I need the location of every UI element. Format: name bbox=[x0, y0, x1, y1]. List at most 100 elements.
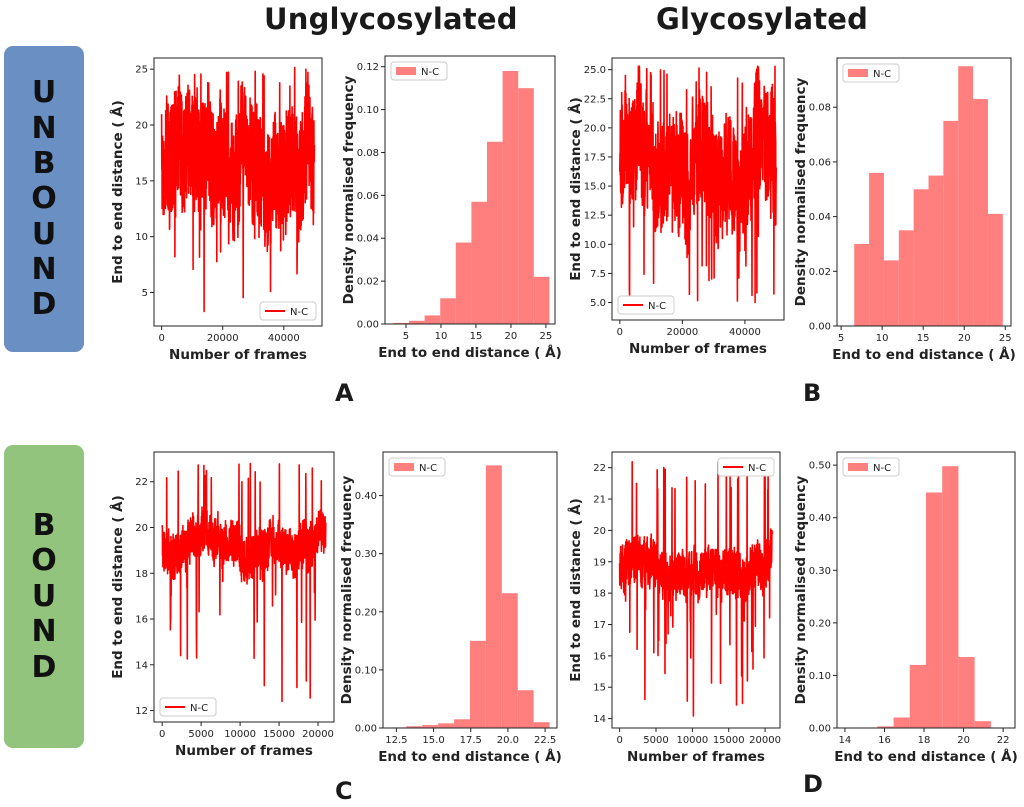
histogram-bar bbox=[438, 723, 455, 728]
x-tick-label: 25 bbox=[540, 331, 553, 342]
x-tick-label: 22 bbox=[997, 735, 1010, 746]
x-tick-label: 40000 bbox=[268, 333, 300, 344]
histogram-bar bbox=[958, 66, 974, 326]
plot-frame bbox=[382, 451, 558, 729]
x-axis-label: Number of frames bbox=[627, 749, 765, 765]
bound-label-letter: O bbox=[31, 543, 57, 579]
histogram-bar bbox=[928, 175, 944, 326]
plot-frame bbox=[611, 57, 785, 321]
y-tick-label: 0.00 bbox=[809, 322, 831, 333]
histogram-bar bbox=[485, 465, 502, 728]
legend-swatch bbox=[848, 463, 868, 471]
unbound-label-letter: B bbox=[32, 145, 56, 181]
plot-frame bbox=[836, 57, 1012, 327]
header-glycosylated: Glycosylated bbox=[656, 2, 869, 36]
y-tick-label: 17 bbox=[593, 620, 606, 631]
y-axis-label: Density normalised frequency bbox=[793, 77, 809, 306]
histogram-bar bbox=[877, 726, 894, 728]
y-tick-label: 0.08 bbox=[357, 148, 379, 159]
trace-line bbox=[161, 462, 327, 703]
plot-frame bbox=[153, 57, 323, 327]
x-axis-label: End to end distance ( Å) bbox=[378, 344, 562, 361]
y-axis-label: Density normalised frequency bbox=[341, 75, 357, 304]
histogram-bar bbox=[471, 201, 487, 324]
y-tick-label: 0.10 bbox=[357, 105, 379, 116]
y-tick-label: 18 bbox=[593, 589, 606, 600]
y-tick-label: 0.00 bbox=[357, 320, 379, 331]
trace-line bbox=[618, 460, 774, 717]
x-tick-label: 20.0 bbox=[497, 735, 519, 746]
y-tick-label: 0.20 bbox=[355, 607, 377, 618]
histogram-bar bbox=[455, 242, 472, 324]
y-tick-label: 10.0 bbox=[584, 240, 606, 251]
y-tick-label: 14 bbox=[135, 660, 148, 671]
x-tick-label: 17.5 bbox=[460, 735, 482, 746]
legend: N-C bbox=[159, 697, 217, 717]
panel-label-d: D bbox=[803, 770, 823, 798]
x-tick-label: 10 bbox=[876, 333, 889, 344]
x-tick-label: 0 bbox=[159, 729, 165, 740]
legend: N-C bbox=[390, 61, 448, 81]
unbound-label-letter: O bbox=[31, 181, 57, 217]
histogram-bar bbox=[854, 243, 870, 326]
y-tick-label: 16 bbox=[593, 651, 606, 662]
y-tick-label: 0.30 bbox=[809, 566, 831, 577]
x-tick-label: 22.5 bbox=[534, 735, 556, 746]
y-tick-label: 18 bbox=[135, 569, 148, 580]
y-axis-label: Density normalised frequency bbox=[793, 475, 809, 704]
x-tick-label: 20 bbox=[957, 735, 970, 746]
y-tick-label: 21 bbox=[593, 495, 606, 506]
chart-bound-unglycosylated-trace: 0 5000 10000 15000 20000 12 14 16 18 20 22 Number o… bbox=[109, 451, 335, 759]
x-tick-label: 0 bbox=[617, 327, 623, 338]
histogram-bar bbox=[942, 466, 959, 728]
y-tick-label: 25.0 bbox=[584, 65, 606, 76]
unbound-label-letter: U bbox=[31, 216, 57, 252]
chart-bound-glycosylated-trace: 0 5000 10000 15000 20000 14 15 16 17 18 19 20 21 22 Nu… bbox=[567, 451, 781, 765]
histogram-bar bbox=[406, 726, 423, 728]
y-tick-label: 15 bbox=[135, 176, 148, 187]
legend-label: N-C bbox=[748, 463, 766, 474]
chart-unbound-unglycosylated-trace: 0 20000 40000 5 10 15 20 25 Number of frames End … bbox=[109, 57, 323, 363]
y-tick-label: 0.06 bbox=[809, 157, 831, 168]
bound-label-letter: N bbox=[31, 614, 57, 650]
histogram-bar bbox=[454, 719, 470, 728]
y-axis-label: End to end distance ( Å) bbox=[567, 97, 584, 281]
y-tick-label: 5 bbox=[142, 288, 148, 299]
x-tick-label: 15000 bbox=[263, 729, 295, 740]
x-tick-label: 16 bbox=[878, 735, 891, 746]
plot-frame bbox=[836, 451, 1016, 729]
y-tick-label: 22.5 bbox=[584, 94, 606, 105]
histogram-bar bbox=[501, 593, 518, 728]
y-tick-label: 12.5 bbox=[584, 211, 606, 222]
plot-frame bbox=[384, 55, 556, 325]
x-axis-label: Number of frames bbox=[169, 347, 307, 363]
histogram-bar bbox=[974, 721, 991, 728]
histogram-bar bbox=[487, 141, 503, 324]
y-tick-label: 0.02 bbox=[357, 277, 379, 288]
histogram-bar bbox=[408, 320, 425, 324]
y-tick-label: 0.12 bbox=[357, 62, 379, 73]
y-axis-label: End to end distance ( Å) bbox=[109, 495, 126, 679]
y-axis-label: End to end distance ( Å) bbox=[109, 100, 126, 284]
x-axis-label: Number of frames bbox=[629, 341, 767, 357]
x-tick-label: 18 bbox=[918, 735, 931, 746]
y-tick-label: 0.40 bbox=[355, 491, 377, 502]
x-tick-label: 10000 bbox=[676, 735, 708, 746]
legend-label: N-C bbox=[290, 307, 308, 318]
y-tick-label: 0.00 bbox=[809, 724, 831, 735]
y-axis-label: Density normalised frequency bbox=[339, 475, 355, 704]
legend-label: N-C bbox=[419, 463, 437, 474]
y-tick-label: 0.08 bbox=[809, 103, 831, 114]
plot-frame bbox=[153, 451, 335, 723]
histogram-bar bbox=[393, 322, 409, 324]
histogram-bar bbox=[973, 99, 988, 326]
y-tick-label: 0.02 bbox=[809, 267, 831, 278]
trace-line bbox=[160, 66, 316, 313]
y-tick-label: 19 bbox=[593, 557, 606, 568]
histogram-bar bbox=[422, 725, 439, 728]
y-tick-label: 0.20 bbox=[809, 618, 831, 629]
x-tick-label: 15.0 bbox=[422, 735, 444, 746]
legend-label: N-C bbox=[873, 69, 891, 80]
